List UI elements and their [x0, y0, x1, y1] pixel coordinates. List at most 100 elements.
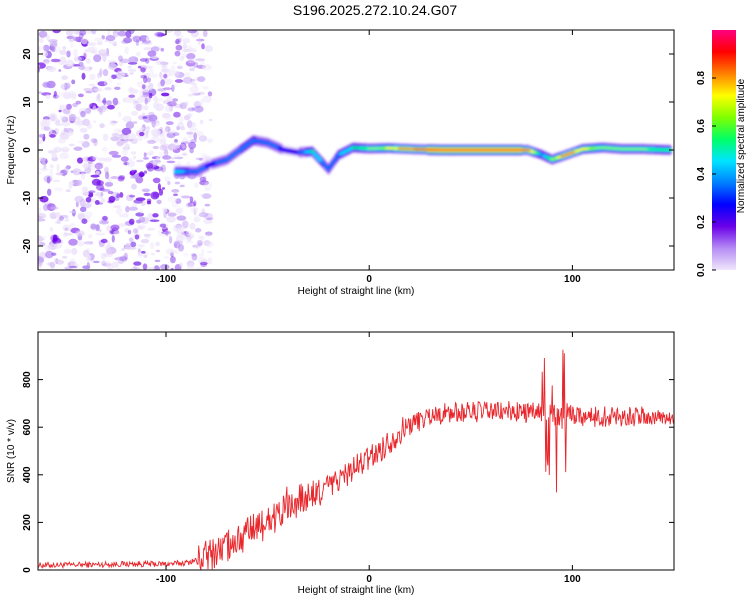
noise-blob — [38, 45, 41, 53]
noise-blob — [125, 30, 132, 38]
noise-blob — [191, 122, 197, 128]
x-tick-label: 100 — [564, 274, 581, 285]
noise-blob — [191, 253, 198, 261]
noise-blob — [197, 37, 201, 45]
noise-blob — [90, 198, 96, 203]
noise-blob — [62, 224, 72, 232]
noise-blob — [146, 139, 156, 144]
y-tick-label: 800 — [22, 371, 33, 388]
colorbar-tick-label: 0.2 — [696, 215, 707, 229]
noise-blob — [113, 230, 120, 235]
noise-blob — [99, 123, 105, 129]
noise-blob — [91, 50, 98, 55]
noise-blob — [153, 95, 158, 103]
noise-blob — [111, 120, 118, 124]
x-tick-label: 0 — [366, 574, 372, 585]
noise-blob — [173, 223, 184, 232]
noise-blob — [97, 40, 103, 46]
noise-blob — [71, 247, 78, 255]
noise-blob — [104, 181, 114, 187]
noise-blob — [145, 162, 154, 169]
noise-blob — [118, 55, 123, 62]
noise-blob — [200, 258, 208, 264]
noise-blob — [167, 101, 177, 107]
noise-blob — [200, 260, 208, 268]
noise-blob — [100, 192, 104, 197]
noise-blob — [197, 101, 203, 107]
noise-blob — [38, 207, 42, 214]
noise-blob — [126, 133, 137, 140]
noise-blob — [63, 248, 72, 255]
noise-blob — [65, 189, 71, 193]
noise-blob — [189, 113, 193, 117]
noise-blob — [133, 261, 142, 266]
noise-blob — [61, 149, 69, 153]
noise-blob — [178, 116, 184, 124]
noise-blob — [187, 30, 197, 34]
noise-blob — [53, 90, 57, 97]
noise-blob — [38, 218, 46, 222]
noise-blob — [202, 95, 213, 103]
noise-blob — [59, 216, 64, 221]
noise-blob — [125, 205, 130, 213]
noise-blob — [193, 214, 200, 223]
noise-blob — [78, 111, 83, 114]
noise-blob — [68, 265, 78, 269]
noise-blob — [55, 172, 64, 176]
noise-blob — [174, 181, 181, 185]
noise-blob — [192, 244, 200, 248]
noise-blob — [187, 201, 196, 207]
noise-blob — [72, 48, 78, 57]
noise-blob — [94, 162, 104, 170]
noise-blob — [105, 35, 116, 42]
noise-blob — [50, 206, 59, 210]
noise-blob — [199, 180, 210, 186]
noise-blob — [85, 90, 93, 94]
noise-blob — [181, 52, 187, 59]
noise-blob — [146, 126, 150, 134]
noise-blob — [193, 101, 201, 109]
ridge-segment — [316, 157, 321, 160]
noise-blob — [75, 30, 81, 35]
noise-blob — [159, 71, 163, 79]
noise-blob — [81, 66, 92, 72]
noise-blob — [143, 75, 148, 84]
noise-blob — [66, 50, 71, 58]
noise-blob — [62, 46, 67, 50]
noise-blob — [141, 84, 146, 90]
noise-blob — [191, 66, 196, 71]
noise-blob — [192, 92, 201, 96]
noise-blob — [71, 79, 76, 85]
noise-blob — [174, 79, 184, 83]
noise-blob — [149, 219, 160, 222]
noise-blob — [51, 46, 56, 53]
noise-blob — [110, 224, 120, 231]
noise-blob — [83, 87, 92, 92]
noise-blob — [147, 266, 156, 270]
noise-blob — [188, 93, 195, 97]
noise-blob — [86, 254, 91, 262]
noise-blob — [139, 127, 145, 131]
snr-plot-area — [38, 332, 674, 570]
noise-blob — [118, 111, 122, 118]
noise-blob — [176, 215, 187, 221]
noise-blob — [132, 121, 138, 124]
noise-blob — [148, 68, 155, 75]
spectrogram-y-ticks: -20 -10 0 10 20 — [22, 48, 674, 253]
noise-blob — [60, 116, 66, 121]
noise-blob — [172, 98, 179, 102]
noise-blob — [90, 174, 100, 178]
noise-blob — [117, 82, 122, 86]
noise-blob — [116, 140, 125, 146]
noise-blob — [107, 241, 111, 247]
colorbar-tick-label: 0.8 — [696, 71, 707, 85]
noise-blob — [185, 230, 192, 236]
noise-blob — [84, 49, 89, 53]
noise-blob — [132, 98, 138, 106]
noise-blob — [143, 233, 151, 237]
noise-blob — [64, 82, 71, 89]
noise-blob — [63, 83, 67, 89]
noise-blob — [154, 259, 161, 263]
